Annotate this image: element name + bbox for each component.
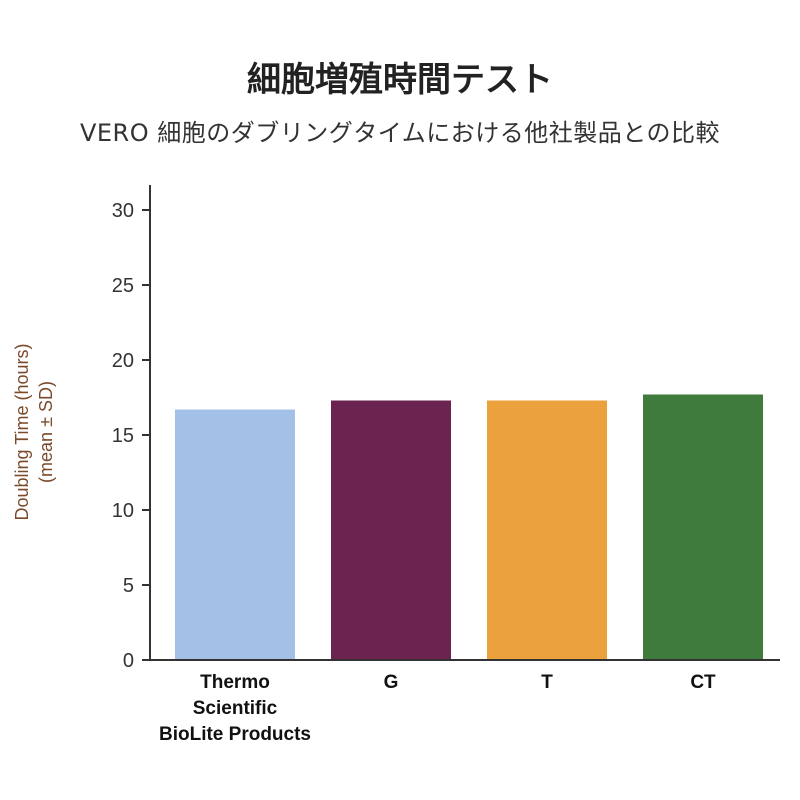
y-tick-label: 20 bbox=[112, 350, 134, 372]
y-tick-label: 30 bbox=[112, 200, 134, 222]
y-axis-label: Doubling Time (hours) (mean ± SD) bbox=[12, 343, 56, 520]
x-category-label: BioLite Products bbox=[159, 724, 311, 745]
x-category-label: T bbox=[541, 672, 553, 693]
chart-title: 細胞増殖時間テスト bbox=[247, 60, 553, 100]
x-category-label: Thermo bbox=[200, 672, 270, 693]
bar bbox=[487, 400, 607, 660]
y-axis-ticks: 0 5 10 15 20 25 30 bbox=[112, 200, 150, 672]
x-axis-categories: Thermo Scientific BioLite Products G T CT bbox=[159, 672, 716, 745]
y-tick-label: 25 bbox=[112, 275, 134, 297]
y-axis-title-line: Doubling Time (hours) bbox=[12, 343, 32, 520]
y-tick-label: 10 bbox=[112, 500, 134, 522]
x-category-label: Scientific bbox=[193, 698, 278, 719]
y-tick-label: 5 bbox=[123, 575, 134, 597]
bars bbox=[175, 394, 763, 660]
y-axis-title-line: (mean ± SD) bbox=[36, 381, 56, 483]
y-tick-label: 15 bbox=[112, 425, 134, 447]
chart-subtitle: VERO 細胞のダブリングタイムにおける他社製品との比較 bbox=[79, 119, 721, 147]
x-category-label: CT bbox=[690, 672, 716, 693]
bar bbox=[643, 394, 763, 660]
bar bbox=[175, 409, 295, 660]
bar bbox=[331, 400, 451, 660]
y-tick-label: 0 bbox=[123, 650, 134, 672]
x-category-label: G bbox=[384, 672, 399, 693]
